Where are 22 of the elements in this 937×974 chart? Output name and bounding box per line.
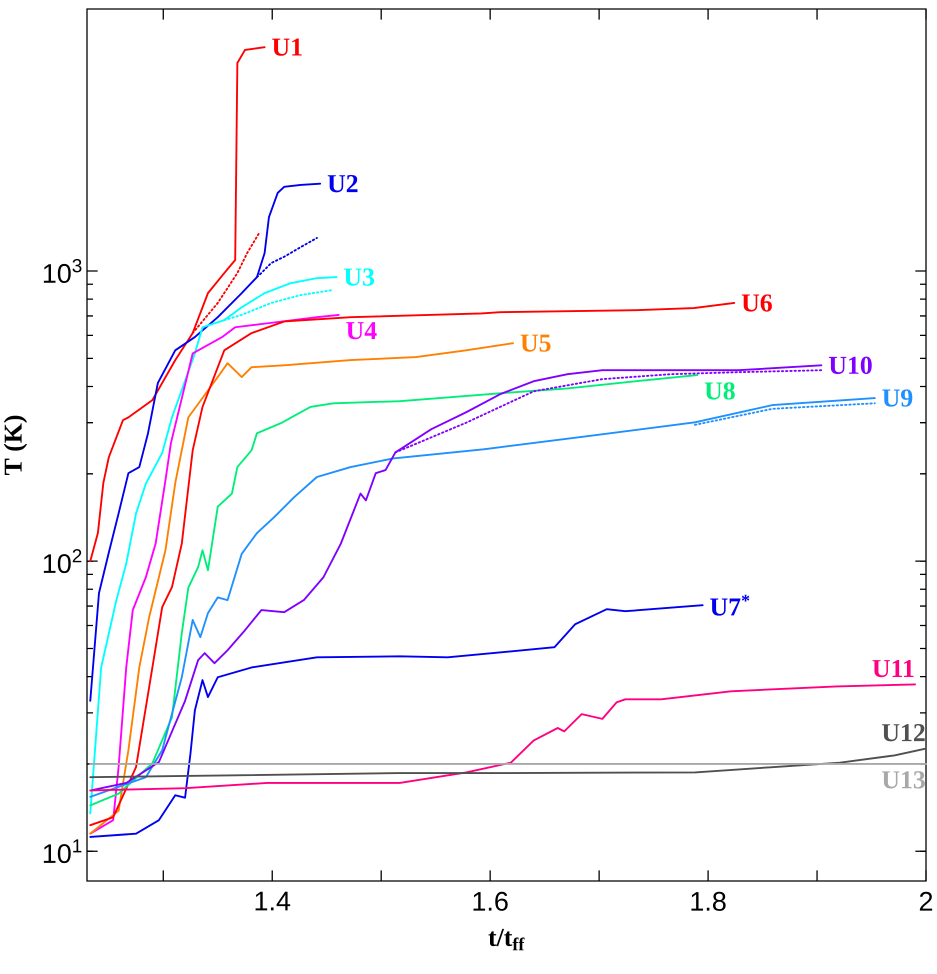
series-label: U7$^{*}$	[710, 594, 750, 616]
series-label: U11	[872, 660, 914, 678]
y-tick-label: 10$^{2}$	[44, 549, 82, 574]
series-label: U8	[704, 382, 735, 400]
x-tick-label: 1.6	[473, 892, 508, 911]
series-label: U2	[328, 175, 358, 192]
series-label: U10	[828, 356, 872, 374]
series-label: U1	[272, 38, 302, 56]
y-axis-title: T (K)	[4, 416, 28, 476]
series-label: U5	[520, 334, 551, 352]
series-label: U13	[882, 771, 925, 788]
x-tick-label: 2	[920, 892, 932, 911]
series-label: U3	[344, 268, 374, 286]
x-axis-title: t/t$_{ff}$	[488, 928, 525, 950]
x-tick-label: 1.8	[691, 892, 726, 911]
series-label: U12	[882, 724, 925, 742]
x-tick-label: 1.4	[256, 892, 290, 910]
y-tick-label: 10$^{3}$	[44, 258, 82, 284]
series-label: U6	[742, 294, 772, 312]
series-label: U4	[346, 322, 377, 340]
y-tick-label: 10$^{1}$	[44, 839, 82, 864]
series-label: U9	[882, 389, 912, 407]
